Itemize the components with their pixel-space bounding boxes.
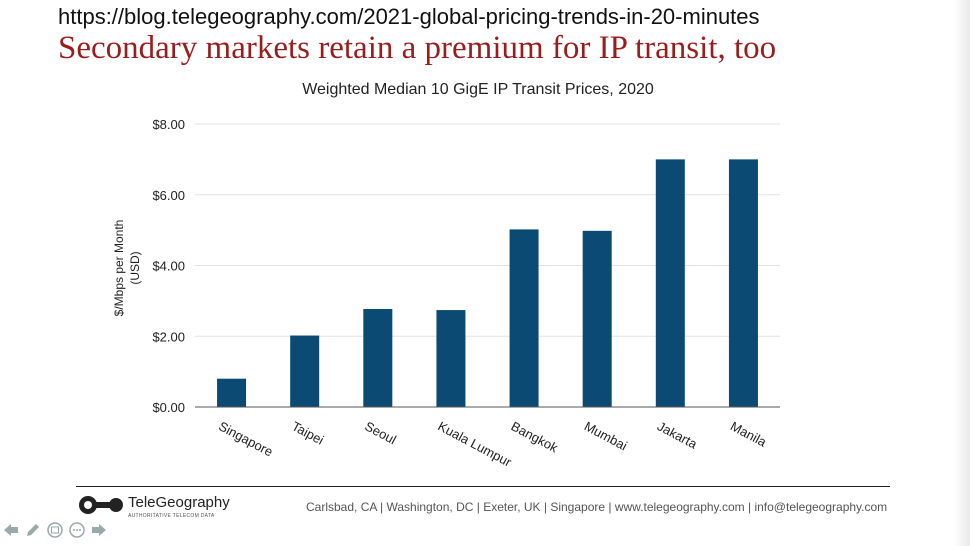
pen-icon[interactable] [24, 521, 42, 539]
y-axis-label: $/Mbps per Month [112, 220, 126, 317]
telegeography-logo: TeleGeography AUTHORITATIVE TELECOM DATA [76, 493, 236, 521]
y-axis-label-unit: (USD) [128, 251, 142, 284]
back-arrow-icon[interactable] [2, 521, 20, 539]
y-tick-label: $2.00 [152, 329, 185, 344]
logo-text: TeleGeography [128, 494, 230, 511]
bars [217, 159, 758, 407]
x-tick-label: Jakarta [655, 418, 700, 452]
slide-nav-controls [2, 520, 108, 540]
bar-chart: Weighted Median 10 GigE IP Transit Price… [112, 81, 780, 470]
bar-bangkok [509, 229, 539, 407]
forward-arrow-icon[interactable] [90, 521, 108, 539]
chart-title: Weighted Median 10 GigE IP Transit Price… [302, 81, 654, 98]
window-edge [954, 0, 970, 546]
footer-contact: Carlsbad, CA | Washington, DC | Exeter, … [306, 500, 888, 514]
bar-kuala-lumpur [436, 310, 466, 407]
x-tick-label: Singapore [216, 418, 275, 459]
bar-taipei [290, 335, 320, 407]
x-tick-label: Manila [728, 418, 770, 450]
bar-seoul [363, 309, 393, 407]
footer-divider [76, 486, 890, 487]
x-tick-label: Mumbai [582, 418, 630, 453]
more-options-icon[interactable] [68, 521, 86, 539]
x-tick-label: Seoul [362, 418, 398, 447]
source-url: https://blog.telegeography.com/2021-glob… [58, 4, 760, 29]
bar-singapore [217, 378, 247, 407]
y-tick-label: $4.00 [152, 259, 185, 274]
y-tick-label: $0.00 [152, 400, 185, 415]
logo-subtitle: AUTHORITATIVE TELECOM DATA [128, 513, 215, 519]
y-axis-ticks: $0.00 $2.00 $4.00 $6.00 $8.00 [152, 117, 185, 415]
bar-jakarta [655, 159, 685, 407]
logo-icon [79, 496, 123, 514]
bar-manila [728, 159, 758, 407]
grid-lines [195, 123, 780, 408]
y-tick-label: $8.00 [152, 117, 185, 132]
x-tick-label: Bangkok [509, 418, 561, 455]
x-tick-label: Taipei [289, 418, 326, 447]
bar-mumbai [582, 230, 612, 407]
x-tick-label: Kuala Lumpur [436, 418, 515, 470]
slides-icon[interactable] [46, 521, 64, 539]
y-tick-label: $6.00 [152, 188, 185, 203]
slide-headline: Secondary markets retain a premium for I… [58, 30, 777, 66]
